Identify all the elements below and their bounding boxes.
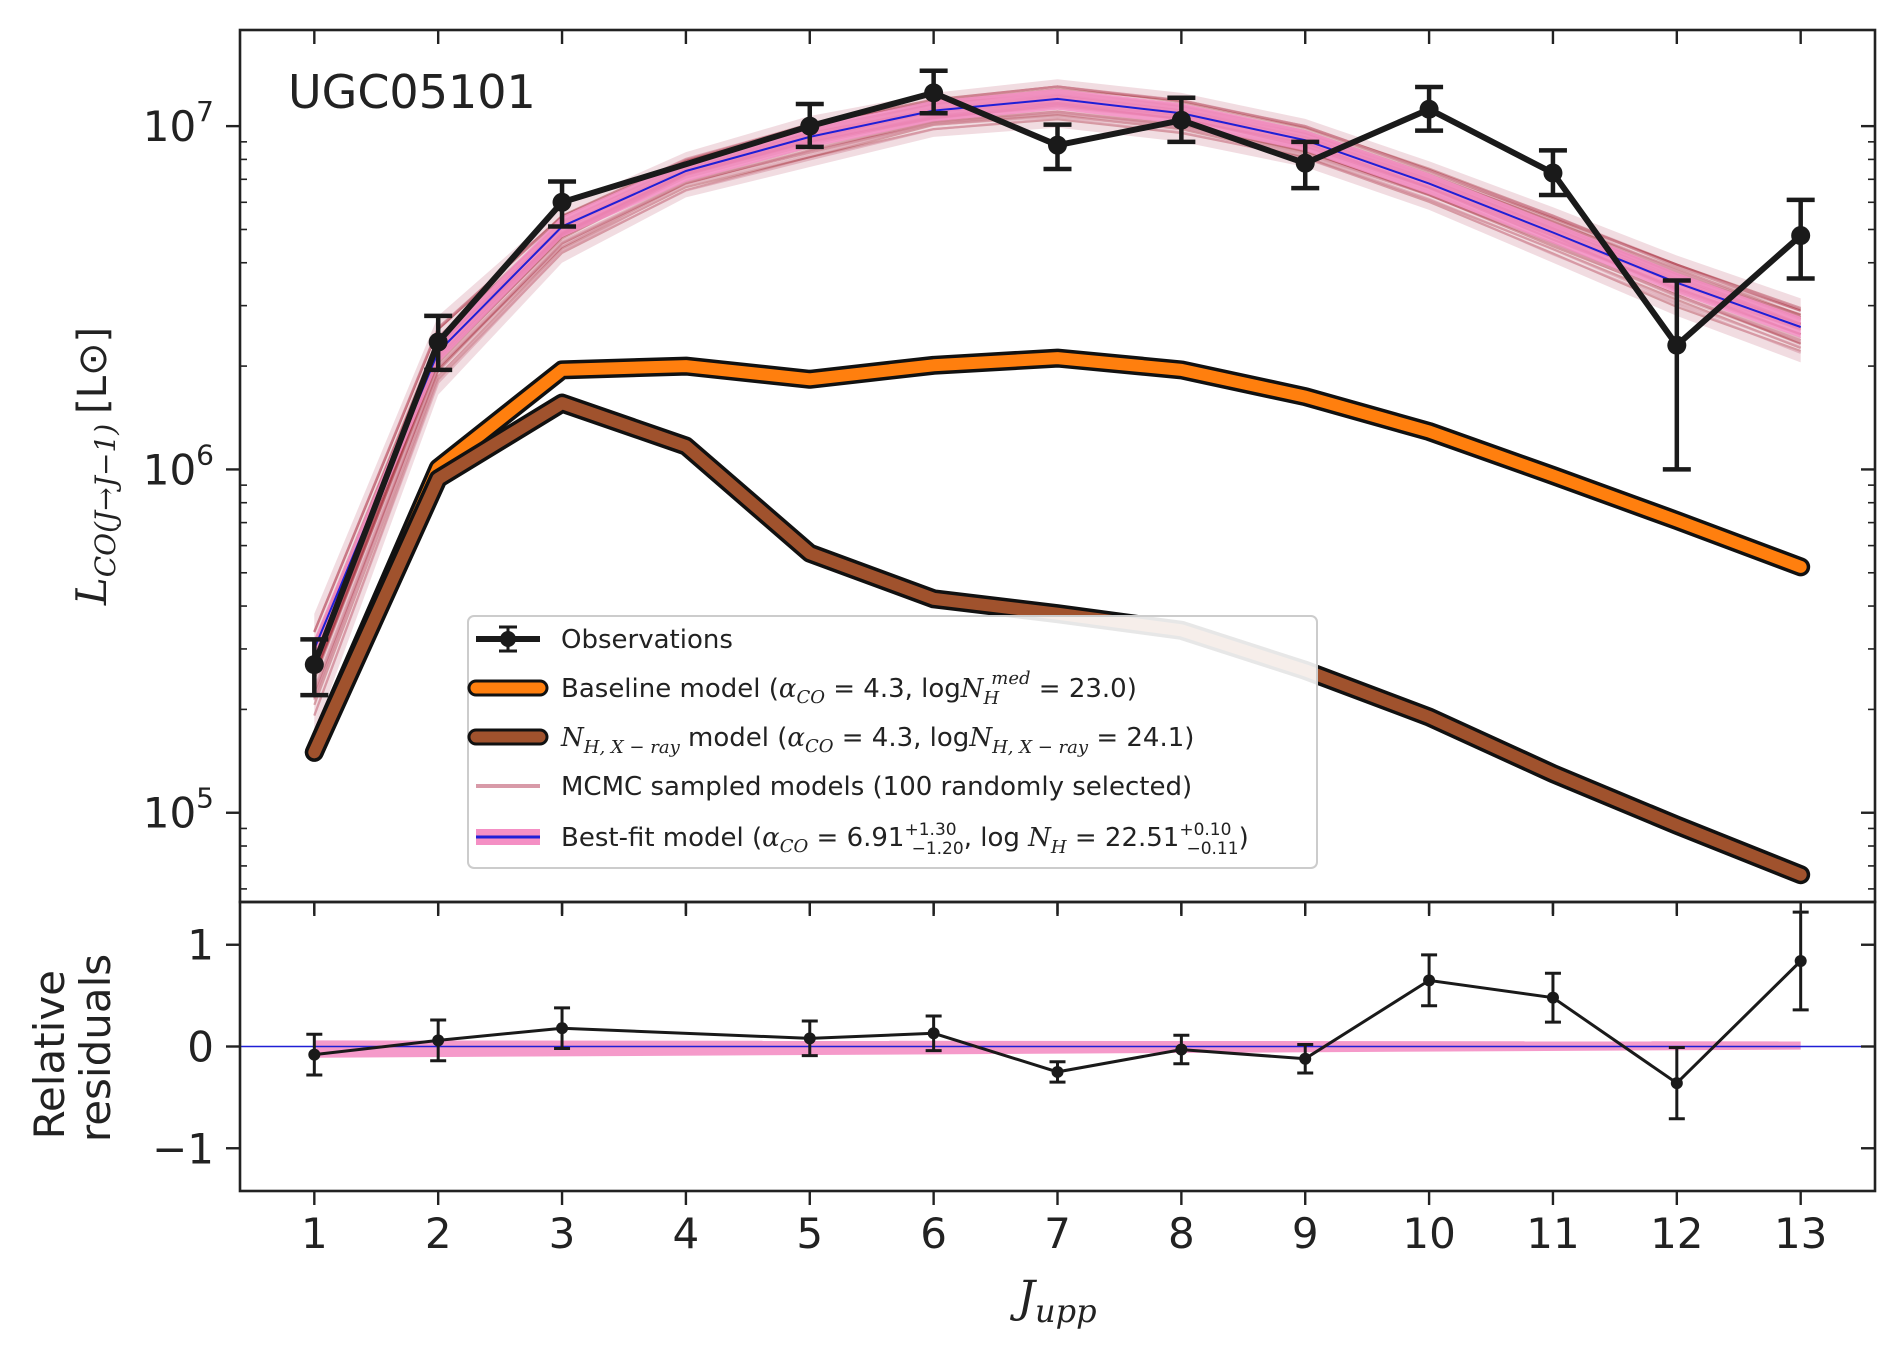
top-y-tick-label: 107 [143, 95, 214, 151]
bottom-x-ticks: 1 2 3 4 5 6 7 8 9 10 11 12 13 [301, 902, 1827, 1258]
residual-point [556, 1022, 569, 1035]
observation-point [800, 116, 820, 136]
bottom-y-tick-label: −1 [152, 1124, 214, 1173]
residual-point [1175, 1043, 1188, 1056]
residual-point [1794, 955, 1807, 968]
x-tick-label: 13 [1774, 1209, 1827, 1258]
residual-point [1299, 1052, 1312, 1065]
observation-point [1295, 153, 1315, 173]
legend-observations-text: Observations [561, 625, 733, 655]
x-tick-label: 1 [301, 1209, 328, 1258]
x-tick-label: 12 [1650, 1209, 1703, 1258]
legend-observations-marker [500, 631, 516, 647]
legend-item-observations: Observations [476, 625, 733, 655]
observations-series [300, 68, 1815, 698]
observation-point [552, 192, 572, 212]
top-y-axis-label: LCO(J→J−1)[L⊙] [67, 327, 122, 606]
observation-point [304, 655, 324, 675]
x-tick-label: 10 [1402, 1209, 1455, 1258]
x-tick-label: 5 [796, 1209, 823, 1258]
observation-point [1543, 163, 1563, 183]
legend-item-xray: NH, X − ray model (αCO = 4.3, logNH, X −… [467, 723, 1194, 758]
observation-point [1667, 335, 1687, 355]
legend-xray-text: NH, X − ray model (αCO = 4.3, logNH, X −… [560, 723, 1194, 758]
legend-item-mcmc: MCMC sampled models (100 randomly select… [476, 772, 1192, 802]
top-y-tick-label-exp: 7 [196, 95, 214, 128]
top-y-tick-label-base: 10 [143, 102, 196, 151]
x-tick-label: 4 [673, 1209, 700, 1258]
top-y-tick-label-exp: 6 [196, 438, 214, 471]
galaxy-name-label: UGC05101 [288, 65, 536, 119]
bottom-y-ticks: −1 0 1 [152, 921, 1875, 1173]
observation-point [1048, 135, 1067, 155]
bottom-y-tick-label: 1 [187, 921, 214, 970]
residual-point [1670, 1077, 1683, 1090]
residual-point [1423, 974, 1436, 987]
xray-model-line [308, 397, 1807, 881]
x-tick-label: 8 [1168, 1209, 1195, 1258]
observation-point [428, 332, 448, 352]
top-y-tick-label-base: 10 [143, 445, 196, 494]
observation-point [1419, 99, 1439, 119]
residual-point [432, 1034, 445, 1047]
bottom-y-axis-label: Relative residuals [25, 954, 120, 1142]
residual-point [1546, 991, 1559, 1004]
residual-band [314, 1040, 1801, 1058]
observation-point [924, 83, 944, 103]
residual-point [308, 1048, 321, 1061]
top-y-tick-label: 105 [143, 782, 214, 838]
legend-box [467, 615, 1318, 869]
legend-mcmc-text: MCMC sampled models (100 randomly select… [561, 772, 1192, 802]
legend-item-baseline: Baseline model (αCO = 4.3, logNHmed = 23… [467, 668, 1137, 709]
x-tick-label: 7 [1044, 1209, 1071, 1258]
baseline-model-line [308, 352, 1807, 759]
residual-point [1051, 1065, 1064, 1078]
legend: Observations Baseline model (αCO = 4.3, … [467, 615, 1318, 869]
residual-point [803, 1032, 816, 1045]
residual-line [314, 959, 1802, 1086]
mcmc-sample-line [313, 110, 1802, 691]
top-y-tick-label-exp: 5 [196, 782, 214, 815]
legend-baseline-text: Baseline model (αCO = 4.3, logNHmed = 23… [561, 668, 1137, 709]
x-tick-label: 9 [1292, 1209, 1319, 1258]
bottom-y-tick-label: 0 [187, 1023, 214, 1072]
observation-point [1791, 226, 1811, 246]
x-tick-label: 3 [549, 1209, 576, 1258]
x-tick-label: 11 [1526, 1209, 1579, 1258]
legend-best-fit-text: Best-fit model (αCO = 6.91+1.30 −1.20, lo… [561, 820, 1249, 859]
top-y-tick-label: 106 [143, 438, 214, 494]
mcmc-sample-line [313, 117, 1802, 716]
observation-point [1171, 110, 1191, 130]
bottom-panel: 1 2 3 4 5 6 7 8 9 10 11 12 13 −101 Relative residual… [25, 900, 1877, 1330]
legend-item-best-fit: Best-fit model (αCO = 6.91+1.30 −1.20, lo… [476, 820, 1249, 859]
x-tick-label: 2 [425, 1209, 452, 1258]
residual-point [927, 1027, 940, 1040]
x-tick-label: 6 [920, 1209, 947, 1258]
observations-line [311, 89, 1803, 666]
top-y-tick-label-base: 10 [143, 789, 196, 838]
